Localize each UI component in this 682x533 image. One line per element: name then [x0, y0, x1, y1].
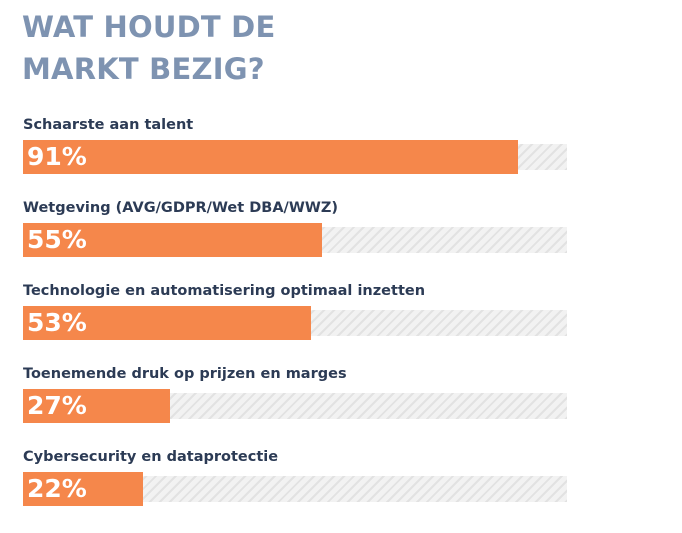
category-label: Schaarste aan talent	[23, 117, 194, 133]
chart-title-line-2: MARKT BEZIG?	[22, 52, 265, 86]
chart-title-line-1: WAT HOUDT DE	[22, 10, 276, 44]
bar	[23, 140, 518, 174]
category-label: Toenemende druk op prijzen en marges	[23, 366, 347, 382]
bar-value-label: 91%	[27, 142, 87, 171]
bar-value-label: 53%	[27, 308, 87, 337]
bar	[23, 306, 311, 340]
bar	[23, 223, 322, 257]
bar	[23, 472, 143, 506]
chart-title: WAT HOUDT DE MARKT BEZIG?	[22, 6, 275, 90]
category-label: Cybersecurity en dataprotectie	[23, 449, 279, 465]
category-label: Wetgeving (AVG/GDPR/Wet DBA/WWZ)	[23, 200, 338, 216]
bar	[23, 389, 170, 423]
category-label: Technologie en automatisering optimaal i…	[23, 283, 426, 299]
bar-value-label: 27%	[27, 391, 87, 420]
bar-value-label: 22%	[27, 474, 87, 503]
bar-value-label: 55%	[27, 225, 87, 254]
